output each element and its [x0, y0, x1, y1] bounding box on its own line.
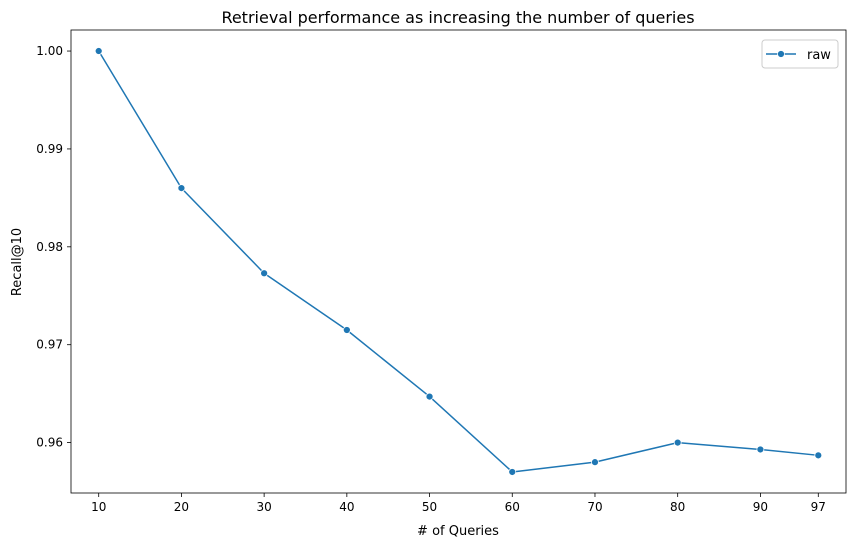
- x-axis: 10 20 30 40 50 60 70 80 90 97: [91, 493, 826, 514]
- data-point: [756, 445, 765, 454]
- legend-box: [761, 39, 839, 69]
- data-point: [814, 451, 823, 460]
- data-point: [94, 47, 103, 55]
- legend-marker-swatch: [777, 50, 785, 58]
- data-point: [260, 269, 269, 278]
- data-point: [508, 468, 517, 476]
- x-tick-label: 97: [811, 500, 826, 514]
- y-axis-label: Recall@10: [10, 228, 25, 296]
- x-tick-label: 20: [174, 500, 189, 514]
- data-point: [673, 438, 682, 447]
- series-layer: [94, 47, 823, 476]
- x-tick-label: 70: [587, 500, 602, 514]
- y-tick-label: 0.99: [36, 142, 63, 156]
- x-tick-label: 50: [422, 500, 437, 514]
- y-tick-label: 1.00: [36, 44, 63, 58]
- series-line: [98, 50, 819, 473]
- data-point: [425, 392, 434, 401]
- x-tick-label: 10: [91, 500, 106, 514]
- x-tick-label: 60: [505, 500, 520, 514]
- x-axis-label: # of Queries: [417, 524, 499, 539]
- y-axis: 0.96 0.97 0.98 0.99 1.00: [36, 44, 71, 450]
- x-tick-label: 90: [753, 500, 768, 514]
- data-point: [591, 458, 599, 467]
- data-point: [342, 326, 351, 334]
- plot-area-frame: [70, 29, 847, 494]
- y-tick-label: 0.98: [36, 240, 63, 254]
- x-tick-label: 80: [670, 500, 685, 514]
- chart-title: Retrieval performance as increasing the …: [221, 8, 694, 27]
- x-tick-label: 30: [256, 500, 271, 514]
- data-point: [177, 184, 186, 192]
- legend: raw: [761, 39, 839, 69]
- legend-label: raw: [807, 48, 831, 63]
- y-tick-label: 0.97: [36, 338, 63, 352]
- x-tick-label: 40: [339, 500, 354, 514]
- y-tick-label: 0.96: [36, 436, 63, 450]
